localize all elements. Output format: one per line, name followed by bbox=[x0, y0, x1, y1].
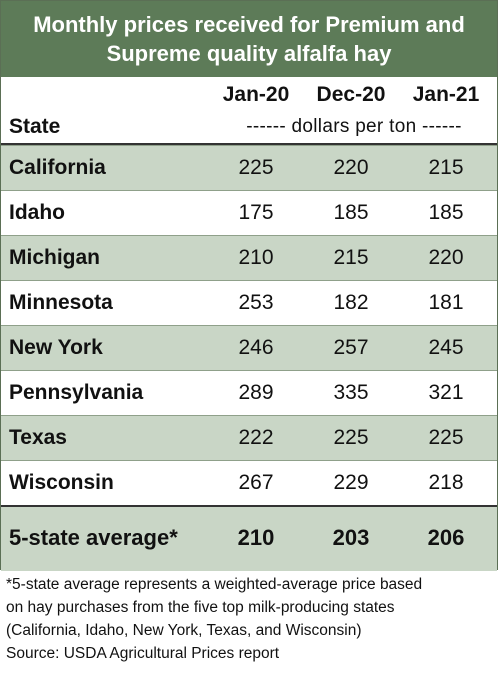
footnote-line-3: (California, Idaho, New York, Texas, and… bbox=[6, 622, 362, 639]
price-cell: 245 bbox=[428, 336, 464, 359]
price-cell: 335 bbox=[333, 381, 369, 404]
price-cell: 229 bbox=[333, 471, 369, 494]
price-cell: 218 bbox=[428, 471, 464, 494]
price-cell: 225 bbox=[428, 426, 464, 449]
state-name: Minnesota bbox=[9, 291, 113, 314]
price-cell: 225 bbox=[238, 156, 274, 179]
footnote-line-2: on hay purchases from the five top milk-… bbox=[6, 599, 395, 616]
price-cell: 215 bbox=[333, 246, 369, 269]
price-cell: 181 bbox=[428, 291, 464, 314]
state-name: Idaho bbox=[9, 201, 65, 224]
state-name: Michigan bbox=[9, 246, 101, 269]
units-label: ------ dollars per ton ------ bbox=[246, 116, 462, 137]
average-label: 5-state average* bbox=[9, 525, 178, 550]
table-row: Minnesota 253 182 181 bbox=[1, 280, 497, 326]
average-price-cell: 203 bbox=[332, 525, 370, 550]
price-cell: 246 bbox=[238, 336, 274, 359]
price-cell: 289 bbox=[238, 381, 274, 404]
state-name: Pennsylvania bbox=[9, 381, 144, 404]
state-name: California bbox=[9, 156, 106, 179]
table-row: Texas 222 225 225 bbox=[1, 415, 497, 461]
source-line: Source: USDA Agricultural Prices report bbox=[6, 645, 280, 662]
price-cell: 257 bbox=[333, 336, 369, 359]
table-row: Pennsylvania 289 335 321 bbox=[1, 370, 497, 416]
price-cell: 182 bbox=[333, 291, 369, 314]
average-price-cell: 210 bbox=[237, 525, 275, 550]
average-row: 5-state average* 210 203 206 bbox=[1, 505, 497, 571]
state-name: Wisconsin bbox=[9, 471, 114, 494]
price-cell: 215 bbox=[428, 156, 464, 179]
state-name: Texas bbox=[9, 426, 67, 449]
table-row: Wisconsin 267 229 218 bbox=[1, 460, 497, 506]
table-row: New York 246 257 245 bbox=[1, 325, 497, 371]
price-cell: 185 bbox=[333, 201, 369, 224]
price-cell: 175 bbox=[238, 201, 274, 224]
table-row: Michigan 210 215 220 bbox=[1, 235, 497, 281]
price-cell: 220 bbox=[333, 156, 369, 179]
title-line-2: Supreme quality alfalfa hay bbox=[106, 41, 392, 66]
column-header-dec-20: Dec-20 bbox=[316, 83, 386, 106]
price-cell: 225 bbox=[333, 426, 369, 449]
column-header-jan-20: Jan-20 bbox=[222, 83, 290, 106]
table-row: California 225 220 215 bbox=[1, 145, 497, 191]
title-line-1: Monthly prices received for Premium and bbox=[33, 12, 465, 37]
column-header-jan-21: Jan-21 bbox=[412, 83, 480, 106]
table-header: Jan-20 Dec-20 Jan-21 State ------ dollar… bbox=[1, 77, 497, 145]
price-cell: 253 bbox=[238, 291, 274, 314]
footnote-line-1: *5-state average represents a weighted-a… bbox=[6, 576, 423, 593]
table-title: Monthly prices received for Premium and … bbox=[1, 1, 497, 77]
footnote: *5-state average represents a weighted-a… bbox=[6, 573, 496, 665]
table-row: Idaho 175 185 185 bbox=[1, 190, 497, 236]
average-price-cell: 206 bbox=[427, 525, 465, 550]
state-name: New York bbox=[9, 336, 103, 359]
price-cell: 222 bbox=[238, 426, 274, 449]
price-cell: 185 bbox=[428, 201, 464, 224]
price-cell: 210 bbox=[238, 246, 274, 269]
price-cell: 267 bbox=[238, 471, 274, 494]
price-table: Monthly prices received for Premium and … bbox=[0, 0, 498, 571]
state-column-header: State bbox=[9, 115, 61, 138]
price-cell: 321 bbox=[428, 381, 464, 404]
price-cell: 220 bbox=[428, 246, 464, 269]
